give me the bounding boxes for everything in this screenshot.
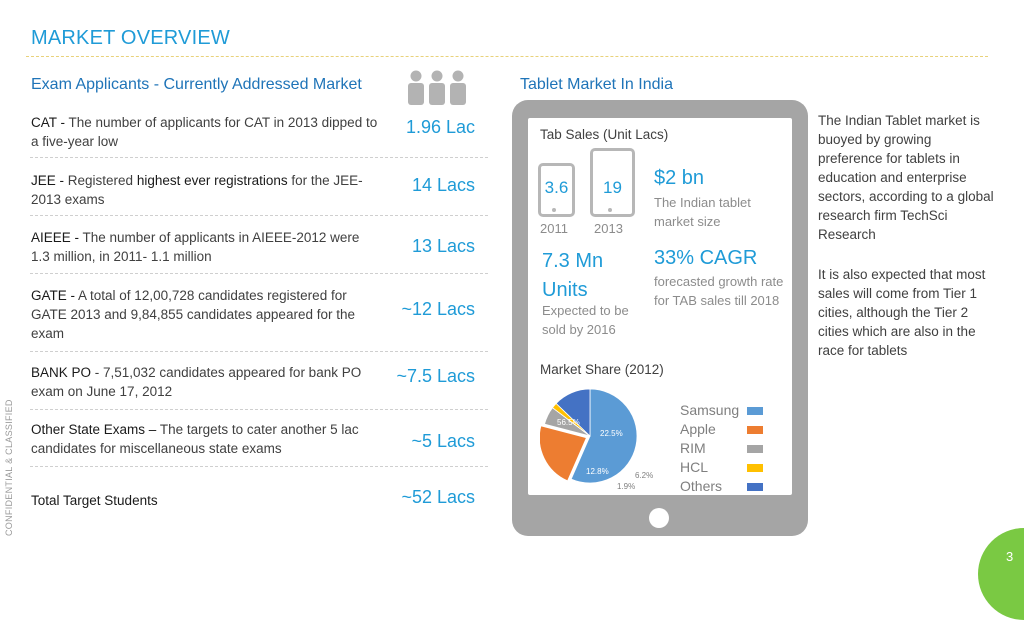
market-description-paragraph: The Indian Tablet market is buoyed by gr… xyxy=(818,113,994,242)
pie-label-hcl: 1.9% xyxy=(617,482,635,491)
row-divider xyxy=(30,273,488,274)
year-2011-label: 2011 xyxy=(540,221,568,236)
phone-2011-icon xyxy=(538,163,575,217)
legend-label-others: Others xyxy=(680,478,723,494)
legend-swatch-rim xyxy=(747,445,763,453)
pie-label-rim: 6.2% xyxy=(635,471,653,480)
pie-label-others: 12.8% xyxy=(586,467,609,476)
sales-2013-value: 19 xyxy=(603,178,622,197)
tab-sales-label: Tab Sales (Unit Lacs) xyxy=(540,127,669,142)
legend-label-rim: RIM xyxy=(680,440,706,456)
pie-slice-samsung xyxy=(570,388,638,484)
units-value: 7.3 Mn Units xyxy=(542,250,604,301)
pie-slice-apple xyxy=(540,425,587,482)
market-size-value: $2 bn xyxy=(654,167,705,189)
aieee-value: 13 Lacs xyxy=(411,236,475,256)
market-size-desc: The Indian tablet market size xyxy=(654,195,751,229)
page-number-badge xyxy=(978,528,1024,620)
row-divider xyxy=(30,351,488,352)
aieee-description: AIEEE - The number of applicants in AIEE… xyxy=(31,230,360,264)
pie-label-apple: 22.5% xyxy=(600,429,623,438)
row-divider xyxy=(30,409,488,410)
cagr-desc: forecasted growth rate for TAB sales til… xyxy=(654,274,784,308)
page-number: 3 xyxy=(1006,549,1014,564)
cat-description: CAT - The number of applicants for CAT i… xyxy=(31,115,378,149)
phone-2013-icon xyxy=(590,148,635,217)
confidential-label: CONFIDENTIAL & CLASSIFIED xyxy=(4,399,14,536)
legend-label-apple: Apple xyxy=(680,421,716,437)
jee-value: 14 Lacs xyxy=(411,175,475,195)
row-divider xyxy=(30,466,488,467)
jee-description: JEE - Registered highest ever registrati… xyxy=(31,173,363,207)
market-share-label: Market Share (2012) xyxy=(540,362,664,377)
exam-applicants-heading: Exam Applicants - Currently Addressed Ma… xyxy=(31,76,362,93)
units-desc: Expected to be sold by 2016 xyxy=(542,303,629,337)
year-2013-label: 2013 xyxy=(594,221,623,236)
tablet-market-heading: Tablet Market In India xyxy=(520,76,673,93)
legend-swatch-samsung xyxy=(747,407,763,415)
market-share-pie-chart: 56.5% 22.5% 6.2%1.9% 12.8% xyxy=(540,388,653,491)
tablet-home-button xyxy=(649,508,669,528)
slide-title: MARKET OVERVIEW xyxy=(31,27,230,49)
gate-description: GATE - A total of 12,00,728 candidates r… xyxy=(31,288,355,341)
people-group-icon xyxy=(408,70,466,105)
other-exams-value: ~5 Lacs xyxy=(411,431,475,451)
pie-slice-others xyxy=(555,388,591,437)
row-divider xyxy=(30,215,488,216)
row-divider xyxy=(30,157,488,158)
tier-cities-paragraph: It is also expected that most sales will… xyxy=(818,267,986,358)
cat-value: 1.96 Lac xyxy=(405,117,475,137)
legend-label-hcl: HCL xyxy=(680,459,709,475)
legend-swatch-hcl xyxy=(747,464,763,472)
title-divider xyxy=(26,56,988,57)
bank-po-value: ~7.5 Lacs xyxy=(396,366,475,386)
phone-button-icon xyxy=(608,208,612,212)
gate-value: ~12 Lacs xyxy=(401,299,475,319)
total-label: Total Target Students xyxy=(31,493,158,508)
total-value: ~52 Lacs xyxy=(401,487,475,507)
bank-po-description: BANK PO - 7,51,032 candidates appeared f… xyxy=(31,365,362,399)
cagr-value: 33% CAGR xyxy=(654,247,758,269)
legend-label-samsung: Samsung xyxy=(680,402,740,418)
other-exams-description: Other State Exams – The targets to cater… xyxy=(31,422,359,456)
pie-label-samsung: 56.5% xyxy=(557,418,580,427)
phone-button-icon xyxy=(552,208,556,212)
legend-swatch-apple xyxy=(747,426,763,434)
legend-swatch-others xyxy=(747,483,763,491)
sales-2011-value: 3.6 xyxy=(544,178,569,197)
